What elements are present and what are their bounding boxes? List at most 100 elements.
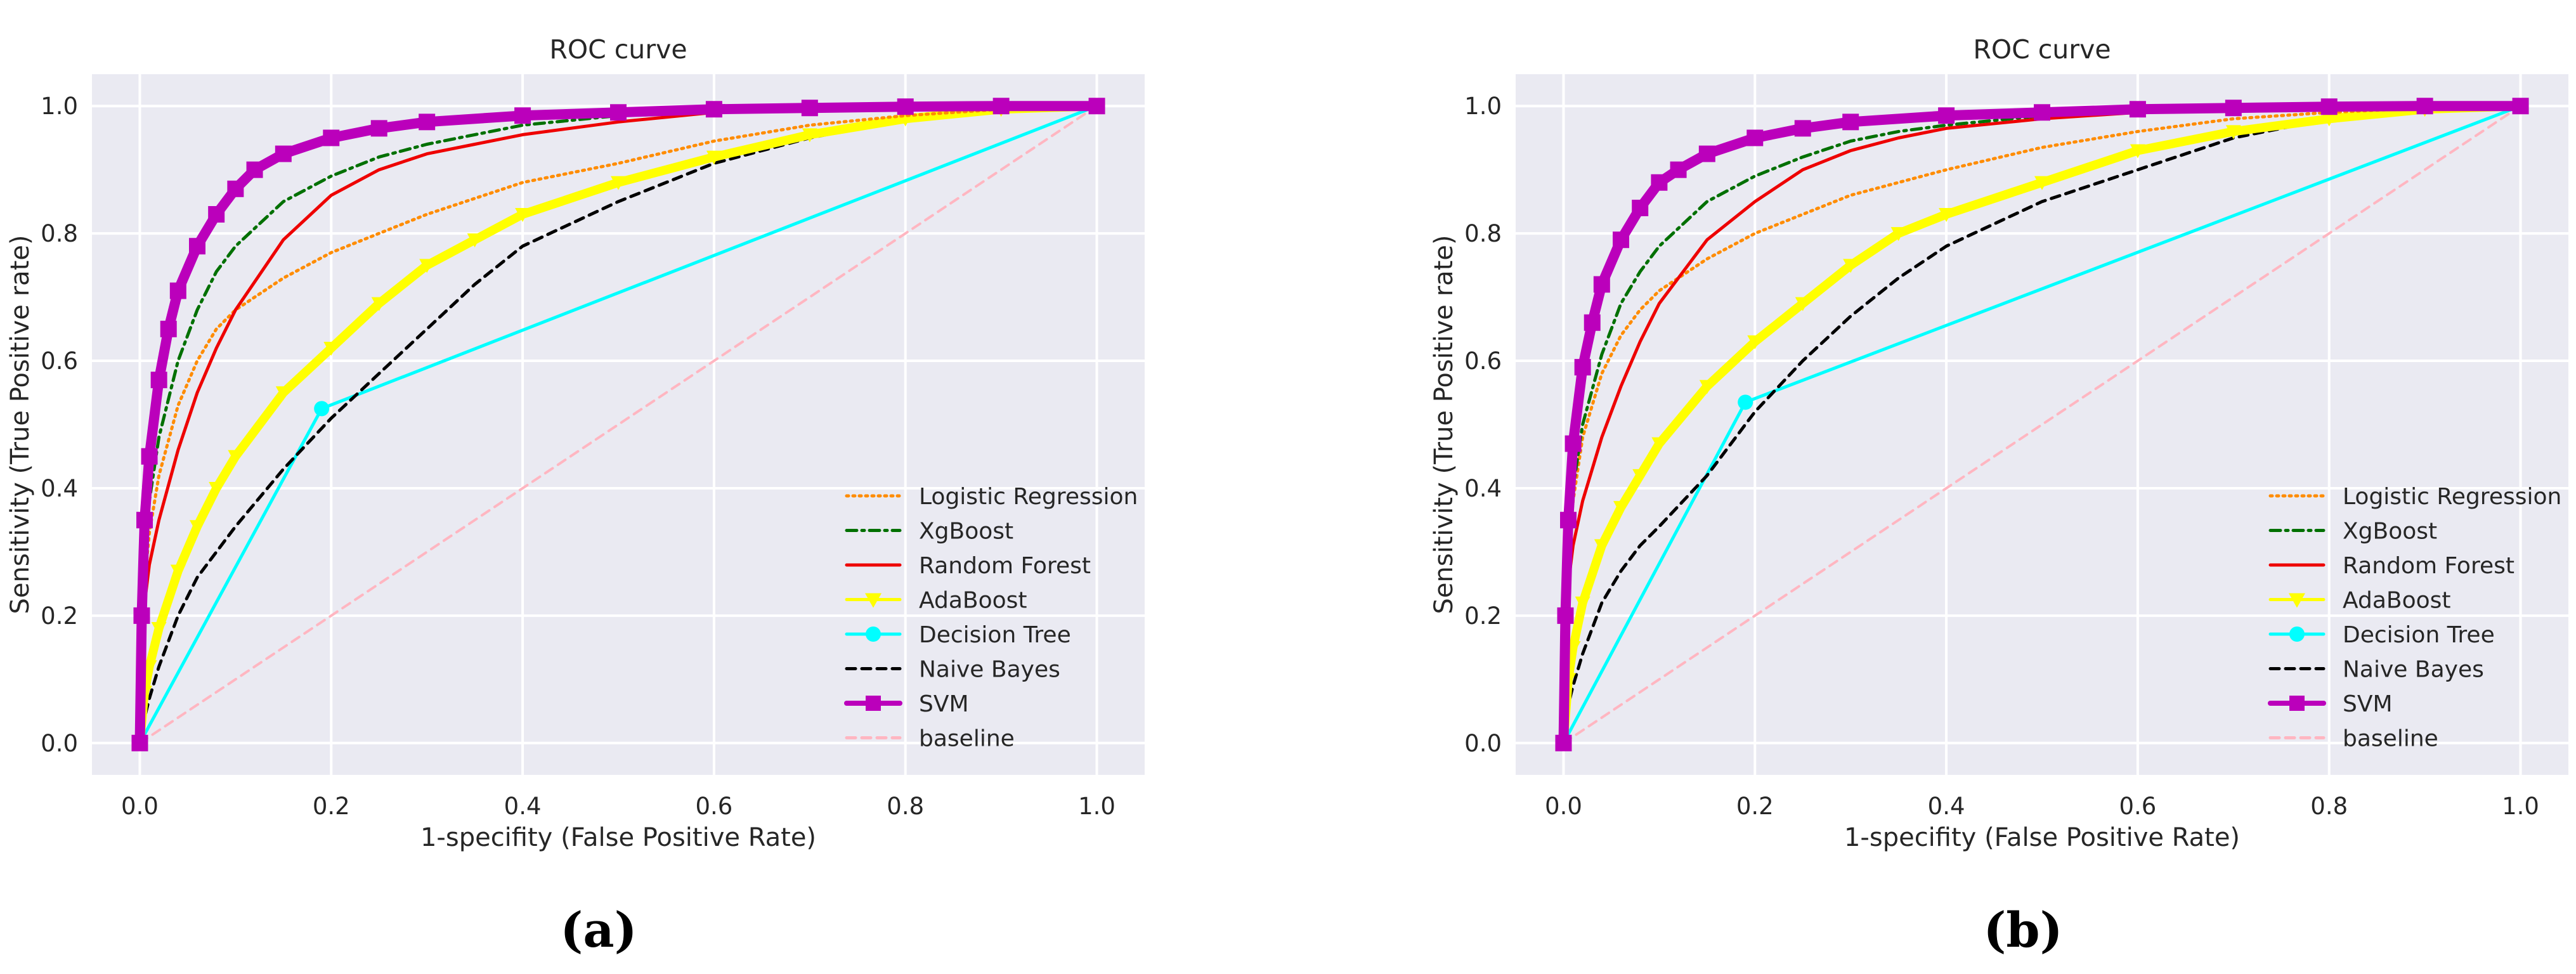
legend-item-naive-bayes: Naive Bayes: [2268, 657, 2484, 683]
series-marker: [133, 607, 150, 624]
panel-label-b: (b): [1983, 902, 2063, 958]
series-marker: [323, 129, 340, 146]
series-marker: [2034, 104, 2050, 121]
series-line: [1562, 104, 2522, 745]
series-line: [138, 105, 1098, 744]
series-marker: [2225, 125, 2241, 140]
series-marker: [1557, 607, 1574, 624]
legend-label: Random Forest: [2343, 553, 2514, 579]
series-marker: [1670, 161, 1687, 178]
series-marker: [2320, 98, 2338, 115]
series-marker: [131, 734, 148, 751]
series-marker: [1613, 231, 1629, 249]
series-line: [1562, 105, 2522, 744]
series-marker: [323, 341, 339, 356]
x-tick-label: 0.0: [1545, 793, 1582, 820]
x-axis-label: 1-specifity (False Positive Rate): [1844, 823, 2240, 852]
series-marker: [514, 107, 531, 124]
series-marker: [1088, 98, 1105, 115]
series-marker: [1842, 114, 1859, 131]
x-tick-label: 0.4: [1928, 793, 1965, 820]
series-marker: [1560, 512, 1577, 529]
x-tick-label: 0.6: [2119, 793, 2156, 820]
legend-item-logistic-regression: Logistic Regression: [2268, 484, 2561, 510]
legend-label: XgBoost: [2343, 519, 2437, 545]
y-axis-label: Sensitivity (True Positive rate): [1429, 235, 1459, 614]
y-tick-label: 0.0: [41, 730, 78, 757]
series-marker: [275, 145, 292, 162]
legend-label: Logistic Regression: [2343, 484, 2561, 510]
series-marker: [169, 282, 186, 299]
series-marker: [160, 320, 177, 337]
legend-label: SVM: [2343, 691, 2393, 717]
legend-item-baseline: baseline: [2268, 726, 2438, 752]
series-adaboost: [1556, 100, 2528, 751]
legend-item-adaboost: AdaBoost: [845, 588, 1027, 614]
legend-label: Naive Bayes: [2343, 657, 2484, 683]
series-logistic-regression: [138, 104, 1098, 745]
series-marker: [1698, 145, 1715, 162]
series-marker: [1699, 380, 1715, 394]
series-marker: [2416, 98, 2433, 115]
legend-item-baseline: baseline: [845, 726, 1015, 752]
series-marker: [189, 238, 205, 255]
series-marker: [802, 128, 817, 143]
panel-label-a: (a): [560, 902, 637, 958]
series-marker: [706, 150, 722, 165]
x-tick-label: 1.0: [1078, 793, 1116, 820]
legend-label: AdaBoost: [919, 588, 1027, 614]
series-marker: [2321, 112, 2337, 127]
series-line: [1558, 101, 2526, 748]
legend-label: Naive Bayes: [919, 657, 1060, 683]
series-line: [1559, 101, 2525, 748]
legend-label: AdaBoost: [2343, 588, 2451, 614]
series-marker: [136, 512, 153, 529]
series-marker: [801, 100, 818, 117]
series-marker: [208, 206, 225, 223]
legend: Logistic Regression XgBoost Random Forest A…: [2268, 484, 2561, 752]
legend: Logistic Regression XgBoost Random Forest A…: [844, 484, 1138, 752]
series-marker: [1564, 435, 1582, 452]
x-axis-label: 1-specifity (False Positive Rate): [420, 823, 816, 852]
x-tick-label: 0.2: [313, 793, 350, 820]
series-marker: [1939, 208, 1955, 222]
series-marker: [228, 450, 244, 464]
series-naive-bayes: [1562, 104, 2522, 745]
series-marker: [515, 208, 531, 222]
y-tick-label: 0.6: [41, 347, 78, 375]
series-marker: [151, 621, 167, 636]
series-marker: [370, 120, 387, 137]
series-marker: [2129, 101, 2146, 118]
series-marker: [1613, 501, 1629, 516]
y-axis-label: Sensitivity (True Positive rate): [6, 235, 35, 614]
y-tick-label: 0.0: [1464, 730, 1502, 757]
legend-label: Decision Tree: [919, 622, 1071, 648]
legend-item-random-forest: Random Forest: [845, 553, 1091, 579]
legend-item-decision-tree: Decision Tree: [845, 622, 1071, 648]
legend-marker: [866, 627, 881, 642]
x-tick-label: 0.0: [121, 793, 159, 820]
series-line: [1562, 104, 2522, 745]
series-marker: [1651, 437, 1667, 451]
legend-item-xgboost: XgBoost: [2268, 519, 2437, 545]
series-marker: [150, 372, 167, 389]
series-marker: [227, 180, 244, 197]
series-svm: [131, 98, 1105, 751]
chart-panel-a: 0.0 0.2 0.4 0.6 0.8 1.0 0.0 0.2 0.4 0.6 0.8 1.0 ROC …: [6, 34, 1145, 852]
series-marker: [1747, 335, 1763, 349]
y-tick-label: 1.0: [41, 93, 78, 120]
series-marker: [419, 114, 436, 131]
y-tick-label: 0.2: [41, 602, 78, 630]
series-marker: [314, 401, 330, 417]
legend-label: SVM: [919, 691, 969, 717]
legend-label: Decision Tree: [2343, 622, 2495, 648]
series-marker: [1938, 107, 1955, 124]
series-marker: [1794, 120, 1811, 137]
series-line: [135, 101, 1102, 748]
series-marker: [1890, 227, 1906, 242]
y-tick-label: 0.6: [1464, 347, 1502, 375]
x-tick-label: 1.0: [2502, 793, 2539, 820]
legend-marker: [865, 593, 881, 608]
series-baseline: [138, 105, 1098, 744]
series-marker: [1632, 199, 1649, 216]
